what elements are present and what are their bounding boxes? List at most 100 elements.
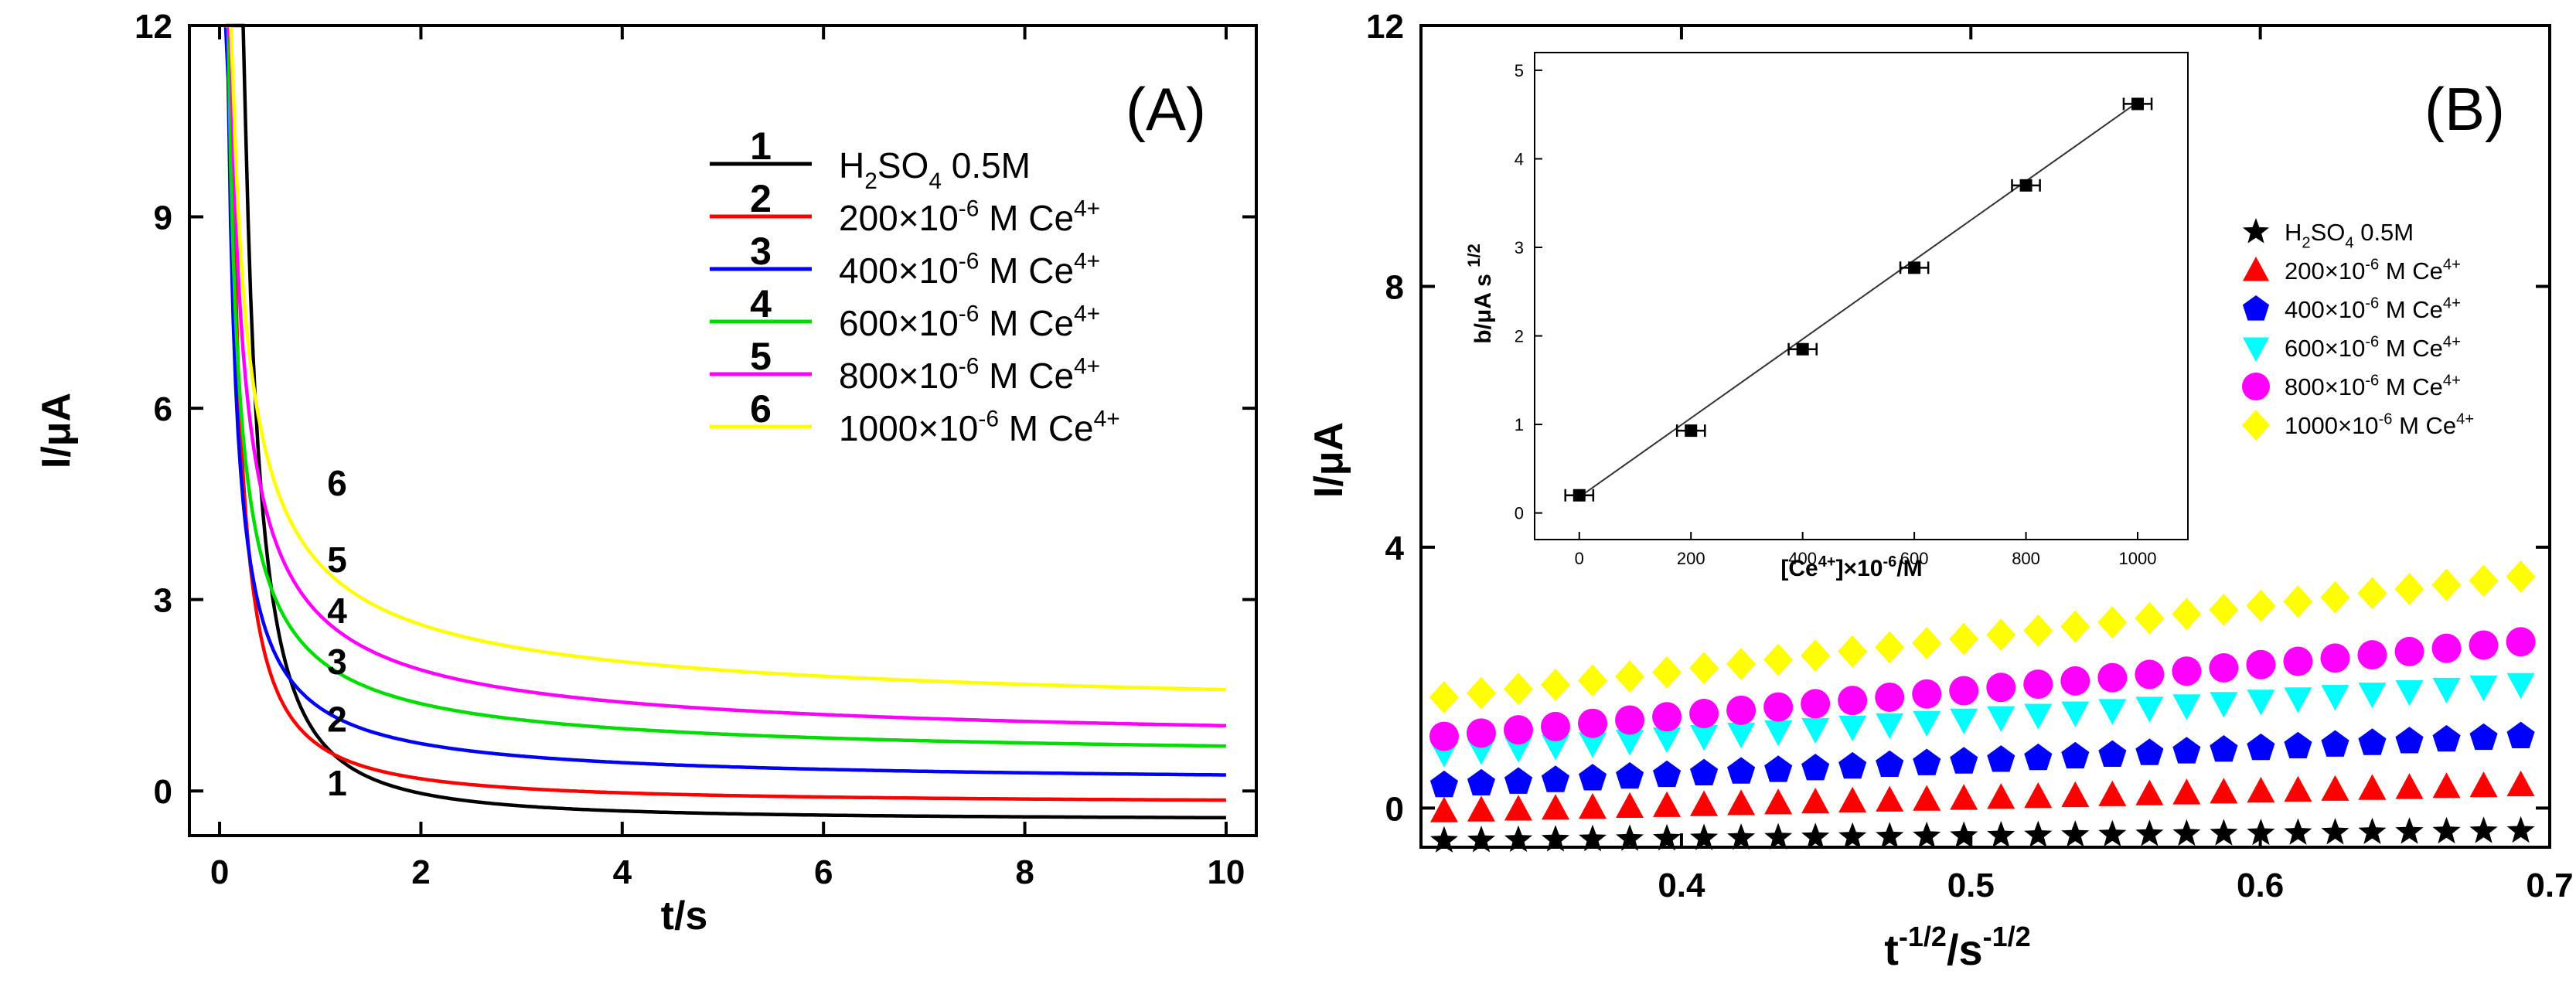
panel-a-legend-label-3-part: M Ce <box>979 250 1074 291</box>
panel-b-point <box>1504 673 1533 706</box>
panel-b-y-tick-label: 0 <box>1385 790 1404 828</box>
panel-a-legend-label-1: H2SO4 0.5M <box>839 145 1031 194</box>
inset-y-tick-label: 5 <box>1515 61 1524 80</box>
panel-b-point <box>1690 725 1719 751</box>
panel-b-point <box>2358 817 2387 844</box>
panel-b-point <box>2357 577 2387 610</box>
panel-b-point <box>1949 622 1979 656</box>
panel-b-legend-label-4-part: 4+ <box>2443 334 2461 351</box>
panel-b-legend-label-3-part: 4+ <box>2443 295 2461 312</box>
panel-b-point <box>1616 792 1644 818</box>
panel-b-point <box>1652 656 1682 689</box>
panel-b-point <box>1986 673 2016 703</box>
panel-a-legend-number-1: 1 <box>750 124 772 168</box>
panel-b-point <box>1578 708 1608 738</box>
panel-b-point <box>2098 780 2127 806</box>
panel-b-point <box>1726 695 1757 725</box>
panel-b-legend-label-6-part: M Ce <box>2392 412 2456 439</box>
inset-point <box>1796 342 1809 356</box>
panel-a-curve-label-4: 4 <box>327 591 347 631</box>
panel-b-point <box>1504 795 1532 821</box>
panel-b-point <box>1801 639 1831 672</box>
panel-b-legend-label-4: 600×10-6 M Ce4+ <box>2285 334 2461 362</box>
inset-y-axis-label: b/μA s 1/2 <box>1464 243 1496 344</box>
panel-b-point <box>1838 786 1867 812</box>
panel-b-point <box>1875 631 1905 664</box>
panel-a-y-axis-label: I/μA <box>34 393 79 468</box>
panel-b-series-6 <box>1429 560 2536 713</box>
panel-a-curve-label-3: 3 <box>327 642 347 682</box>
panel-a-legend-label-5-part: 800×10 <box>839 356 959 396</box>
panel-a-curve-6 <box>225 23 1226 692</box>
panel-b-point <box>2135 779 2164 805</box>
panel-b-point <box>1579 764 1607 791</box>
panel-b-legend-label-2-part: 200×10 <box>2285 257 2365 284</box>
panel-b-x-tick-label: 0.5 <box>1947 867 1995 904</box>
panel-b-legend-label-4-part: -6 <box>2365 334 2379 351</box>
panel-b-point <box>1467 795 1495 822</box>
panel-b-point <box>1987 706 2015 732</box>
panel-b-point <box>2469 630 2499 660</box>
panel-a-legend-number-3: 3 <box>750 230 772 273</box>
panel-b-point <box>1616 730 1644 756</box>
panel-b-point <box>1913 785 1941 811</box>
panel-b-x-axis-label: t-1/2/s-1/2 <box>1884 921 2030 974</box>
panel-b-point <box>1429 796 1458 822</box>
panel-b-legend-label-6: 1000×10-6 M Ce4+ <box>2285 411 2474 439</box>
panel-a-legend-label-6-part: 4+ <box>1094 407 1120 432</box>
panel-b-legend-label-3-part: 400×10 <box>2285 296 2365 323</box>
panel-b-point <box>1838 715 1867 742</box>
inset-ticks: 0 200 400 600 800 1000 0 1 2 3 4 5 <box>1515 61 2157 568</box>
panel-b-point <box>2209 652 2239 683</box>
panel-b-y-tick-label: 12 <box>1366 8 1404 46</box>
panel-b-legend-label-2-part: -6 <box>2365 257 2379 274</box>
panel-b-point <box>1429 770 1458 798</box>
panel-b-point <box>1690 758 1719 785</box>
panel-b-point <box>1764 788 1793 815</box>
panel-b-point <box>2060 666 2090 696</box>
panel-b-point <box>1801 822 1830 850</box>
panel-b-point <box>1876 750 1904 777</box>
panel-b-x-tick-label: 0.6 <box>2237 867 2284 904</box>
panel-b-point <box>2135 696 2164 723</box>
panel-b-legend-marker-3 <box>2242 295 2270 321</box>
panel-a-legend-label-1-part: H <box>839 145 864 186</box>
panel-a-legend-label-6-part: 1000×10 <box>839 408 978 448</box>
panel-b-point <box>2172 778 2201 805</box>
panel-b-point <box>2506 816 2535 843</box>
panel-b-point <box>1615 705 1645 735</box>
panel-b-point <box>1801 717 1830 744</box>
panel-b-point <box>1764 822 1793 850</box>
panel-a-curve-label-2: 2 <box>327 699 347 739</box>
inset-x-tick-label: 800 <box>2012 549 2040 568</box>
panel-b-point <box>2024 743 2053 771</box>
inset-point <box>1908 261 1921 274</box>
panel-a-x-tick-label: 2 <box>411 853 430 891</box>
panel-a-legend-label-3-part: 4+ <box>1074 249 1100 274</box>
panel-a-legend: 1 H2SO4 0.5M2 200×10-6 M Ce4+3 400×10-6 M C… <box>710 124 1120 448</box>
panel-b-point <box>2247 690 2275 716</box>
panel-b-frame <box>1419 24 2551 849</box>
panel-b-point <box>2358 774 2387 800</box>
panel-b-point <box>2247 733 2275 761</box>
inset-x-axis-label: [Ce4+]×10-6/M <box>1780 553 1922 581</box>
panel-b-point <box>2024 782 2053 809</box>
panel-b-point <box>1876 713 1904 739</box>
panel-b-legend-label-1-part: 2 <box>2302 234 2310 251</box>
inset-x-tick-label: 400 <box>1788 549 1817 568</box>
panel-b-point <box>2283 646 2313 676</box>
inset-y-tick-label: 1 <box>1515 415 1524 434</box>
panel-b-point <box>1466 718 1496 748</box>
inset-y-tick-label: 3 <box>1515 238 1524 257</box>
panel-b-legend-label-5-part: M Ce <box>2379 373 2443 400</box>
panel-b-legend-marker-6 <box>2242 410 2270 441</box>
panel-b-point <box>1652 702 1682 732</box>
panel-b-point <box>1764 755 1793 782</box>
panel-b-point <box>1542 794 1570 820</box>
panel-a-legend-number-4: 4 <box>750 282 772 325</box>
panel-b-point <box>2284 775 2312 802</box>
panel-a-x-tick-label: 10 <box>1207 853 1245 891</box>
panel-b-point <box>2172 737 2201 764</box>
panel-b-point <box>1763 643 1794 676</box>
